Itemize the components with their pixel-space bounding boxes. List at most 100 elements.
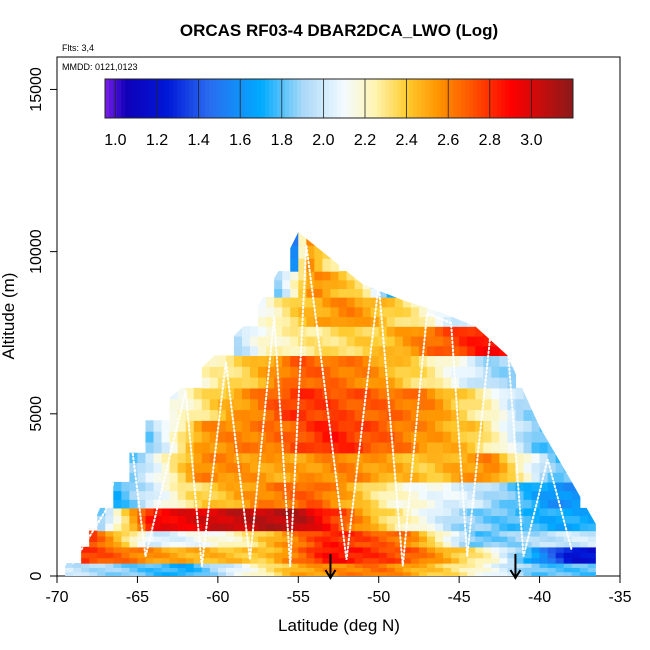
heatmap-cell	[475, 567, 484, 573]
heatmap-cell	[209, 530, 219, 537]
heatmap-cell	[378, 507, 388, 517]
heatmap-cell	[185, 563, 195, 568]
heatmap-cell	[266, 535, 275, 542]
heatmap-cell	[515, 472, 525, 483]
heatmap-cell	[370, 387, 380, 400]
heatmap-cell	[290, 441, 299, 454]
heatmap-cell	[386, 541, 396, 548]
heatmap-cell	[451, 552, 460, 559]
heatmap-cell	[386, 355, 396, 367]
heatmap-cell	[258, 306, 267, 318]
colorbar-swatch	[461, 79, 466, 118]
heatmap-cell	[145, 523, 155, 532]
heatmap-cell	[362, 462, 372, 473]
heatmap-cell	[282, 499, 291, 509]
heatmap-cell	[233, 530, 243, 537]
heatmap-cell	[402, 499, 412, 509]
heatmap-cell	[298, 541, 307, 548]
heatmap-cell	[579, 541, 589, 548]
heatmap-cell	[233, 563, 243, 568]
heatmap-cell	[539, 523, 549, 532]
heatmap-cell	[370, 535, 380, 542]
heatmap-cell	[225, 557, 235, 564]
heatmap-cell	[145, 563, 155, 568]
heatmap-cell	[362, 345, 372, 357]
heatmap-cell	[435, 472, 444, 483]
heatmap-cell	[499, 398, 508, 411]
heatmap-cell	[418, 409, 428, 421]
heatmap-cell	[298, 441, 307, 454]
heatmap-cell	[451, 530, 460, 537]
heatmap-cell	[250, 366, 259, 378]
heatmap-cell	[354, 552, 364, 559]
heatmap-cell	[555, 535, 565, 542]
heatmap-cell	[443, 546, 452, 553]
heatmap-cell	[378, 567, 388, 573]
heatmap-cell	[290, 535, 299, 542]
heatmap-cell	[274, 571, 283, 576]
heatmap-cell	[177, 452, 187, 464]
heatmap-cell	[571, 507, 581, 517]
heatmap-cell	[330, 541, 340, 548]
heatmap-cell	[338, 490, 348, 500]
heatmap-cell	[410, 355, 420, 367]
heatmap-cell	[386, 345, 396, 357]
heatmap-cell	[258, 481, 267, 492]
colorbar-swatch	[313, 79, 318, 118]
heatmap-cell	[491, 571, 500, 576]
heatmap-cell	[306, 563, 315, 568]
heatmap-cell	[539, 563, 549, 568]
heatmap-cell	[177, 557, 187, 564]
heatmap-cell	[418, 462, 428, 473]
heatmap-cell	[105, 530, 114, 537]
colorbar-tick-label: 1.8	[271, 132, 293, 149]
heatmap-cell	[306, 535, 315, 542]
heatmap-cell	[201, 499, 211, 509]
heatmap-cell	[467, 441, 476, 454]
heatmap-cell	[459, 306, 468, 318]
heatmap-cell	[241, 420, 251, 432]
heatmap-cell	[298, 481, 307, 492]
heatmap-cell	[338, 546, 348, 553]
heatmap-cell	[314, 535, 324, 542]
colorbar-swatch	[209, 79, 214, 118]
heatmap-cell	[282, 345, 291, 357]
heatmap-cell	[555, 546, 565, 553]
heatmap-cell	[370, 377, 380, 389]
heatmap-cells	[65, 232, 596, 576]
heatmap-cell	[370, 271, 380, 281]
heatmap-cell	[193, 557, 203, 564]
heatmap-cell	[314, 258, 324, 272]
heatmap-cell	[370, 567, 380, 573]
heatmap-cell	[241, 499, 251, 509]
heatmap-cell	[153, 452, 163, 464]
heatmap-cell	[193, 535, 203, 542]
colorbar-swatch	[557, 79, 562, 118]
heatmap-cell	[306, 472, 315, 483]
heatmap-cell	[418, 431, 428, 443]
colorbar-swatch	[317, 79, 322, 118]
heatmap-cell	[113, 557, 122, 564]
heatmap-cell	[89, 563, 98, 568]
heatmap-cell	[362, 557, 372, 564]
heatmap-cell	[378, 431, 388, 443]
heatmap-cell	[402, 452, 412, 464]
heatmap-cell	[233, 523, 243, 532]
heatmap-cell	[346, 271, 356, 281]
heatmap-cell	[113, 515, 122, 524]
colorbar-swatch	[177, 79, 182, 118]
heatmap-cell	[547, 571, 557, 576]
heatmap-cell	[137, 481, 147, 492]
heatmap-cell	[531, 409, 541, 421]
colorbar-swatch	[241, 79, 246, 118]
heatmap-cell	[378, 515, 388, 524]
heatmap-cell	[217, 462, 227, 473]
heatmap-cell	[330, 507, 340, 517]
heatmap-cell	[306, 279, 315, 289]
heatmap-cell	[201, 387, 211, 400]
heatmap-cell	[145, 452, 155, 464]
colorbar-swatch	[305, 79, 310, 118]
heatmap-cell	[386, 490, 396, 500]
heatmap-cell	[330, 316, 340, 327]
heatmap-cell	[266, 552, 275, 559]
